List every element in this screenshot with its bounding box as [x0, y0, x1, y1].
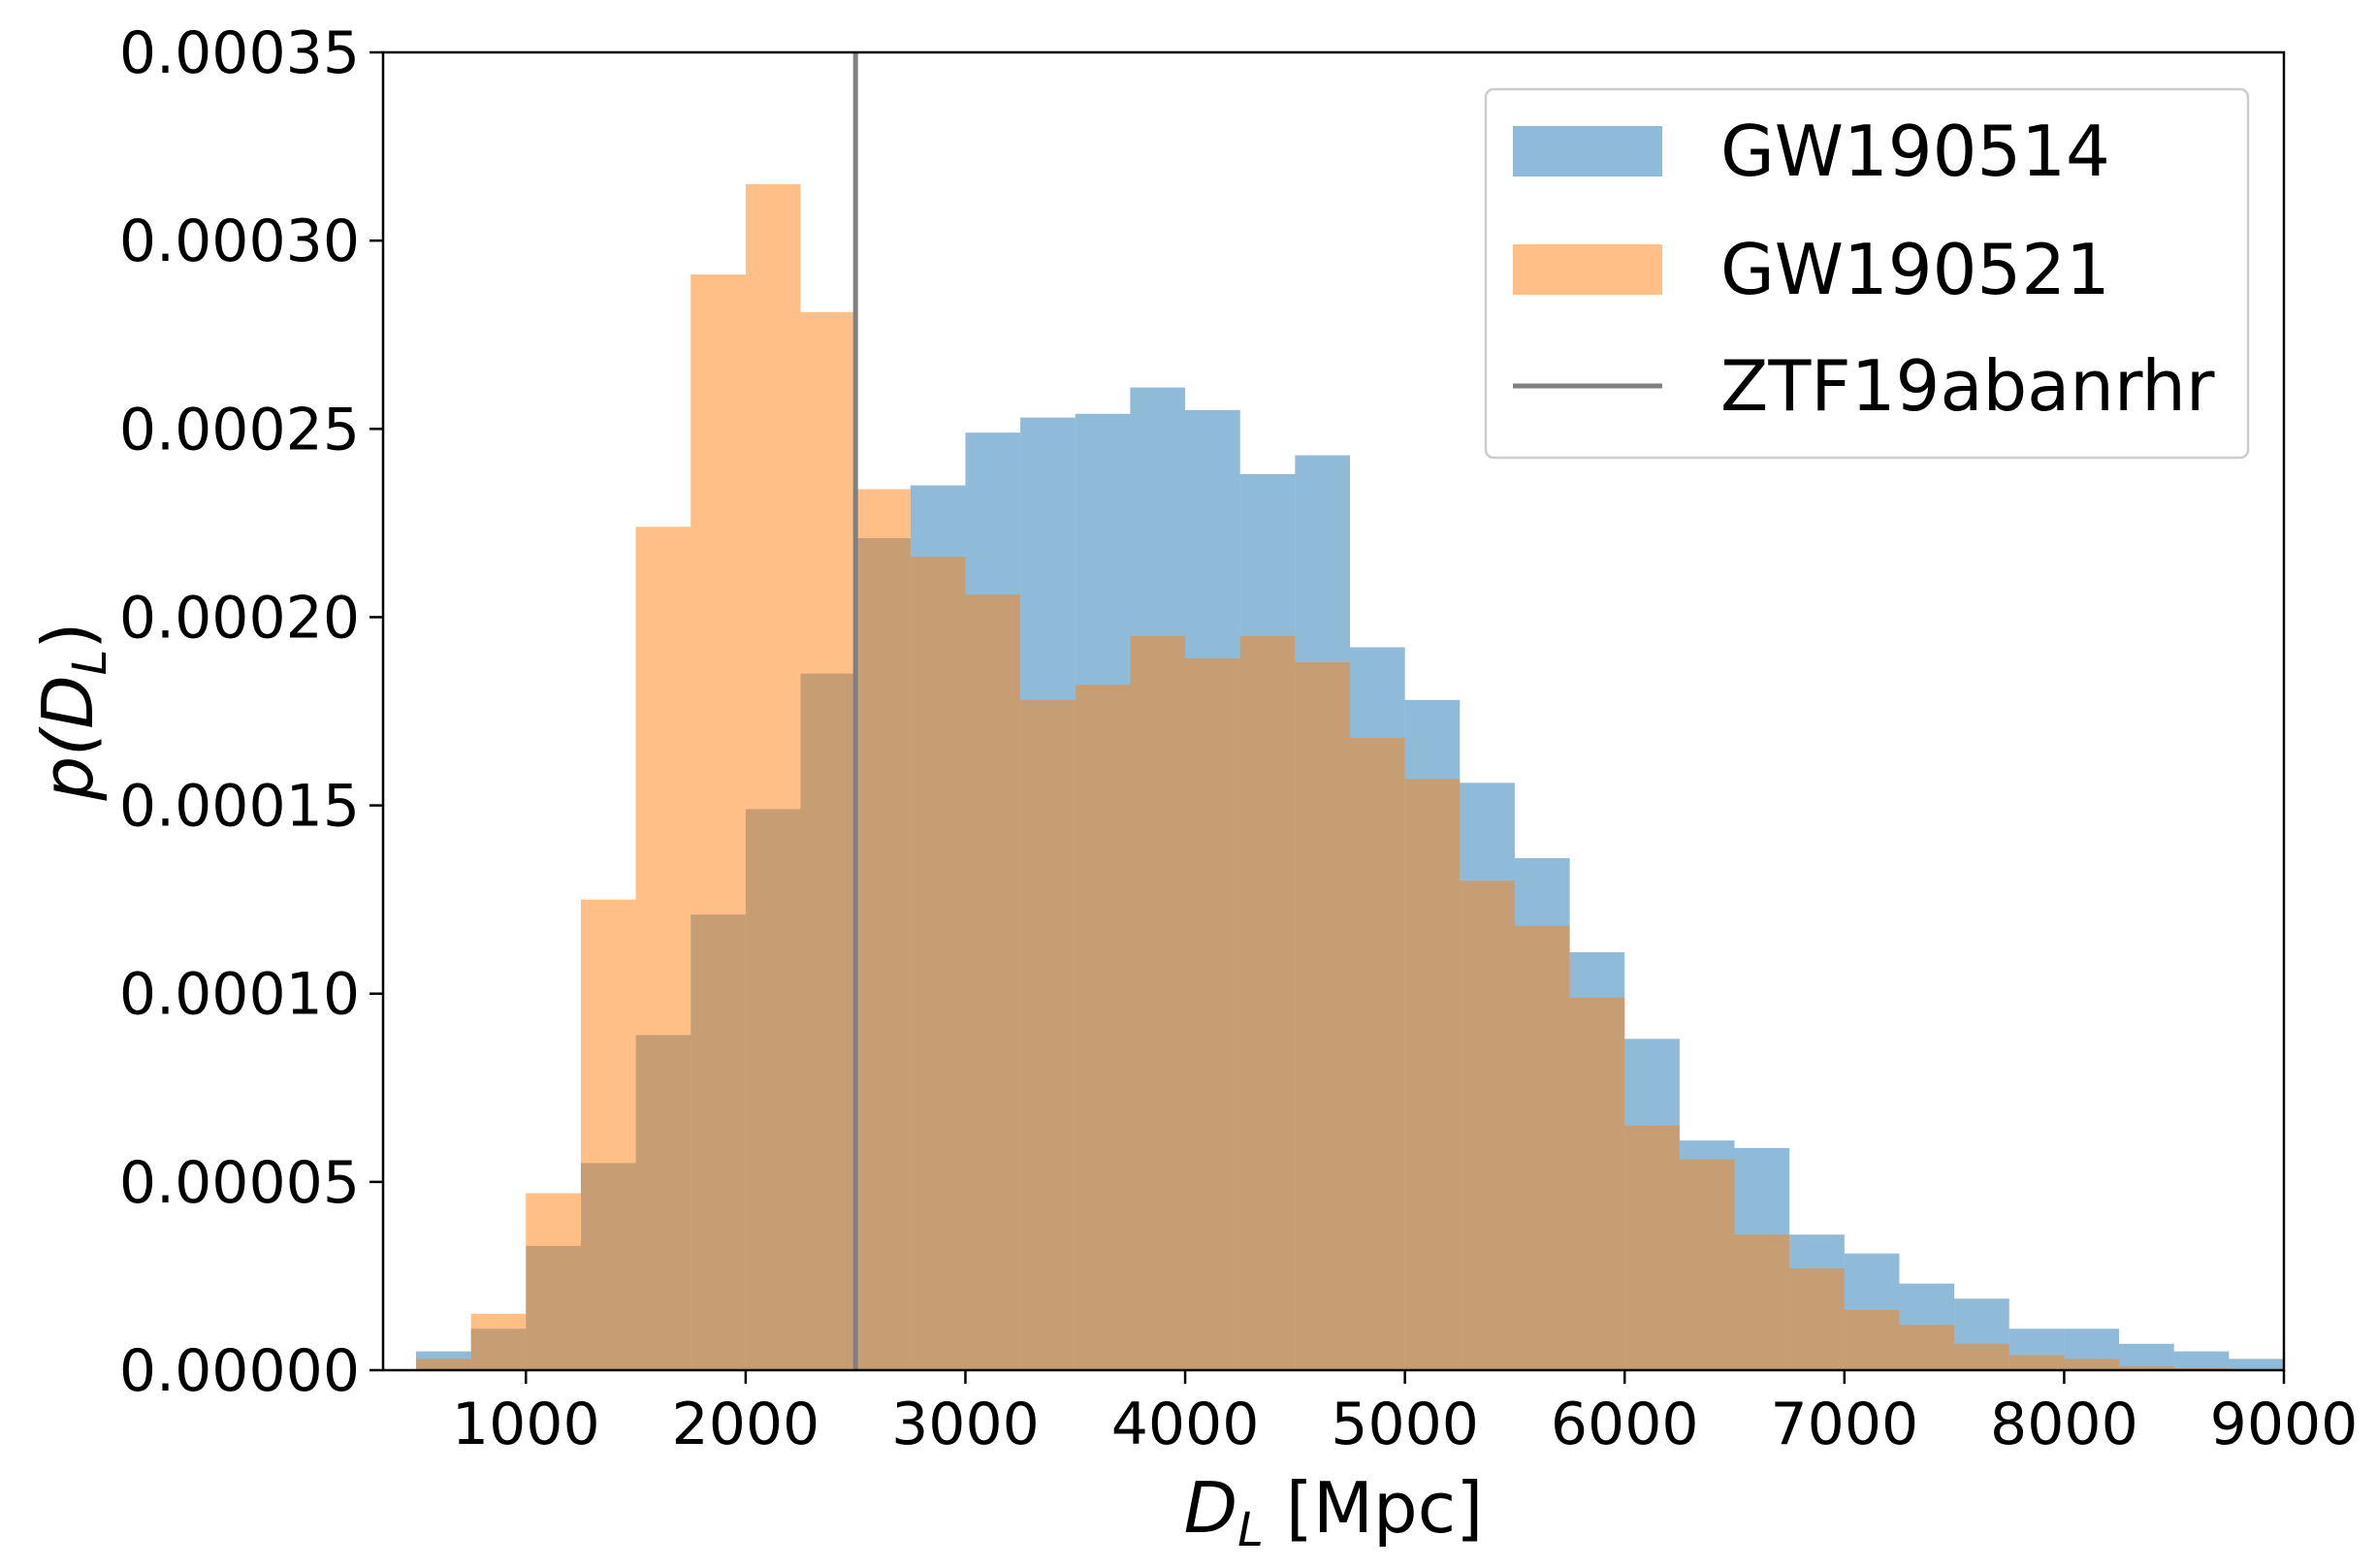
- bar-gw190514-32: [2173, 1351, 2230, 1370]
- bar-gw190521-19: [1460, 880, 1515, 1370]
- y-tick-label: 0.00025: [119, 396, 360, 464]
- bar-gw190521-6: [745, 183, 801, 1370]
- legend-label-ztf19abanrhr: ZTF19abanrhr: [1720, 345, 2215, 427]
- y-tick-label: 0.00000: [119, 1337, 360, 1405]
- bar-gw190521-7: [800, 311, 856, 1371]
- x-tick-label: 1000: [452, 1391, 600, 1458]
- bar-gw190521-12: [1075, 685, 1131, 1370]
- bar-gw190521-5: [691, 274, 746, 1370]
- y-tick-label: 0.00005: [119, 1149, 360, 1217]
- plot-frame: [381, 50, 2286, 1372]
- bar-gw190521-4: [635, 527, 691, 1370]
- bar-gw190521-13: [1130, 635, 1186, 1370]
- series-gw190521: [415, 183, 2284, 1371]
- bar-gw190521-26: [1844, 1309, 1900, 1370]
- bar-gw190521-20: [1514, 925, 1570, 1370]
- x-tick-label: 3000: [891, 1391, 1040, 1458]
- bar-gw190514-31: [2119, 1343, 2174, 1370]
- bar-gw190521-17: [1349, 737, 1405, 1370]
- bar-gw190521-3: [580, 899, 636, 1370]
- bar-gw190521-14: [1185, 658, 1240, 1370]
- y-tick-label: 0.00010: [119, 961, 360, 1029]
- bar-gw190521-31: [2119, 1366, 2174, 1370]
- y-tick-label: 0.00020: [119, 584, 360, 652]
- y-tick-label: 0.00015: [119, 773, 360, 841]
- x-tick-label: 5000: [1331, 1391, 1479, 1458]
- y-axis-ticks: 0.00000 0.00005 0.00010 0.00015 0.00020 0.000…: [119, 19, 383, 1405]
- bar-gw190514-33: [2229, 1359, 2284, 1370]
- bar-gw190521-29: [2008, 1355, 2065, 1370]
- x-tick-label: 7000: [1770, 1391, 1918, 1458]
- y-tick-label: 0.00030: [119, 208, 360, 275]
- x-tick-label: 6000: [1551, 1391, 1699, 1458]
- bar-gw190521-2: [526, 1193, 581, 1370]
- legend-label-gw190521: GW190521: [1720, 229, 2110, 310]
- bar-gw190521-11: [1020, 699, 1076, 1370]
- bar-gw190521-30: [2064, 1359, 2120, 1370]
- bar-gw190521-1: [470, 1313, 527, 1370]
- legend-box: [1484, 87, 2250, 460]
- y-axis-label: p(DL): [27, 622, 117, 801]
- x-tick-label: 4000: [1111, 1391, 1260, 1458]
- legend-swatch-gw190514: [1513, 126, 1662, 176]
- x-axis-label: DL [Mpc]: [1184, 1467, 1484, 1557]
- y-tick-label: 0.00035: [119, 19, 360, 87]
- bar-gw190521-22: [1624, 1125, 1680, 1370]
- bar-gw190521-25: [1789, 1268, 1845, 1370]
- bar-gw190521-27: [1899, 1325, 1955, 1370]
- x-tick-label: 8000: [1990, 1391, 2138, 1458]
- bar-gw190521-18: [1404, 779, 1461, 1370]
- bar-gw190521-15: [1239, 635, 1296, 1370]
- x-tick-label: 9000: [2210, 1391, 2359, 1458]
- bar-gw190521-10: [965, 594, 1021, 1370]
- bar-gw190521-21: [1569, 997, 1625, 1370]
- bar-gw190521-0: [415, 1359, 471, 1370]
- x-tick-label: 2000: [672, 1391, 820, 1458]
- bar-gw190521-16: [1295, 662, 1350, 1370]
- x-axis-ticks: 1000 2000 3000 4000 5000 6000 7000 8000 9000: [452, 1370, 2358, 1458]
- legend: GW190514 GW190521 ZTF19abanrhr: [1484, 87, 2250, 460]
- bar-gw190521-24: [1734, 1234, 1790, 1370]
- legend-label-gw190514: GW190514: [1720, 111, 2110, 192]
- bar-gw190521-9: [910, 557, 966, 1370]
- bar-gw190521-28: [1954, 1343, 2009, 1370]
- bar-gw190521-8: [855, 489, 911, 1370]
- histogram-bars: [415, 183, 2284, 1371]
- bar-gw190521-23: [1679, 1159, 1735, 1370]
- legend-swatch-gw190521: [1513, 244, 1662, 295]
